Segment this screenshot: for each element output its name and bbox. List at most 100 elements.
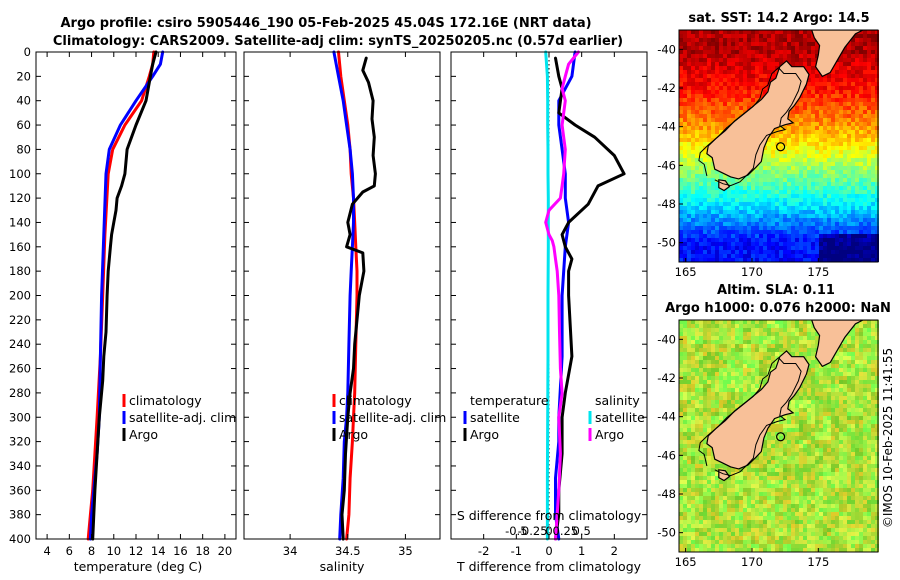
sst-heatmap-cell — [827, 182, 831, 186]
sst-heatmap-cell — [843, 62, 847, 66]
sla-heatmap-cell — [823, 436, 827, 440]
sla-heatmap-cell — [775, 324, 779, 328]
sst-heatmap-cell — [707, 242, 711, 246]
sst-heatmap-cell — [803, 58, 807, 62]
sst-heatmap-cell — [735, 62, 739, 66]
sst-heatmap-cell — [771, 230, 775, 234]
sst-heatmap-cell — [807, 118, 811, 122]
sla-heatmap-cell — [771, 328, 775, 332]
sla-heatmap-cell — [751, 332, 755, 336]
sst-heatmap-cell — [799, 98, 803, 102]
sst-heatmap-cell — [767, 194, 771, 198]
sst-heatmap-cell — [695, 242, 699, 246]
sla-heatmap-cell — [727, 400, 731, 404]
sst-heatmap-cell — [835, 178, 839, 182]
sla-heatmap-cell — [803, 384, 807, 388]
sla-heatmap-cell — [855, 324, 859, 328]
sst-heatmap-cell — [779, 62, 783, 66]
sla-heatmap-cell — [751, 356, 755, 360]
sst-heatmap-cell — [695, 198, 699, 202]
sst-heatmap-cell — [695, 50, 699, 54]
sla-heatmap-cell — [819, 448, 823, 452]
sst-heatmap-cell — [755, 190, 759, 194]
sla-heatmap-cell — [795, 320, 799, 324]
sla-heatmap-cell — [691, 376, 695, 380]
sla-heatmap-cell — [863, 388, 867, 392]
sst-heatmap-cell — [755, 94, 759, 98]
sst-heatmap-cell — [811, 190, 815, 194]
sla-heatmap-cell — [779, 328, 783, 332]
sst-heatmap-cell — [747, 50, 751, 54]
y-tick-label: 240 — [9, 337, 31, 351]
sst-heatmap-cell — [851, 150, 855, 154]
sst-heatmap-cell — [855, 90, 859, 94]
sla-heatmap-cell — [867, 384, 871, 388]
sst-heatmap-cell — [815, 130, 819, 134]
sla-heatmap-cell — [687, 420, 691, 424]
sst-heatmap-cell — [707, 210, 711, 214]
sla-heatmap-cell — [827, 428, 831, 432]
sst-heatmap-cell — [759, 62, 763, 66]
sst-heatmap-cell — [827, 102, 831, 106]
sla-heatmap-cell — [687, 440, 691, 444]
sst-heatmap-cell — [843, 118, 847, 122]
sla-heatmap-cell — [815, 400, 819, 404]
sst-heatmap-cell — [679, 194, 683, 198]
sst-heatmap-cell — [823, 74, 827, 78]
sla-heatmap-cell — [679, 460, 683, 464]
sla-heatmap-cell — [847, 412, 851, 416]
sst-heatmap-cell — [791, 258, 795, 262]
sla-heatmap-cell — [795, 352, 799, 356]
sst-heatmap-cell — [747, 58, 751, 62]
sla-heatmap-cell — [707, 380, 711, 384]
sla-heatmap-cell — [783, 452, 787, 456]
sla-heatmap-cell — [831, 400, 835, 404]
sst-heatmap-cell — [751, 74, 755, 78]
sla-heatmap-cell — [703, 348, 707, 352]
sla-heatmap-cell — [835, 420, 839, 424]
sst-heatmap-cell — [787, 218, 791, 222]
sla-heatmap-cell — [847, 344, 851, 348]
sst-heatmap-cell — [791, 118, 795, 122]
sla-heatmap-cell — [771, 428, 775, 432]
sst-heatmap-cell — [691, 166, 695, 170]
sst-heatmap-cell — [707, 194, 711, 198]
sst-heatmap-cell — [807, 178, 811, 182]
sst-heatmap-cell — [719, 258, 723, 262]
sla-heatmap-cell — [703, 384, 707, 388]
sla-heatmap-cell — [779, 436, 783, 440]
sla-heatmap-cell — [871, 436, 875, 440]
sst-heatmap-cell — [875, 34, 879, 38]
sla-heatmap-cell — [875, 360, 879, 364]
sst-heatmap-cell — [839, 130, 843, 134]
sla-heatmap-cell — [839, 404, 843, 408]
sla-heatmap-cell — [699, 392, 703, 396]
sst-heatmap-cell — [807, 46, 811, 50]
sla-heatmap-cell — [743, 364, 747, 368]
sst-heatmap-cell — [763, 250, 767, 254]
sla-heatmap-cell — [679, 328, 683, 332]
sst-heatmap-cell — [875, 166, 879, 170]
sla-heatmap-cell — [791, 464, 795, 468]
sla-heatmap-cell — [819, 452, 823, 456]
sla-heatmap-cell — [719, 328, 723, 332]
sst-heatmap-cell — [775, 198, 779, 202]
sst-heatmap-cell — [851, 158, 855, 162]
sla-heatmap-cell — [855, 340, 859, 344]
sst-heatmap-cell — [747, 90, 751, 94]
sst-heatmap-cell — [707, 46, 711, 50]
sla-heatmap-cell — [787, 460, 791, 464]
sla-heatmap-cell — [871, 336, 875, 340]
sst-heatmap-cell — [711, 210, 715, 214]
sla-heatmap-cell — [679, 448, 683, 452]
sst-heatmap-cell — [819, 82, 823, 86]
sla-heatmap-cell — [835, 360, 839, 364]
sst-heatmap-cell — [795, 162, 799, 166]
sst-heatmap-cell — [827, 138, 831, 142]
sst-heatmap-cell — [683, 142, 687, 146]
sst-heatmap-cell — [759, 82, 763, 86]
sla-heatmap-cell — [855, 328, 859, 332]
sst-heatmap-cell — [791, 242, 795, 246]
sla-heatmap-cell — [827, 404, 831, 408]
sla-heatmap-cell — [779, 340, 783, 344]
